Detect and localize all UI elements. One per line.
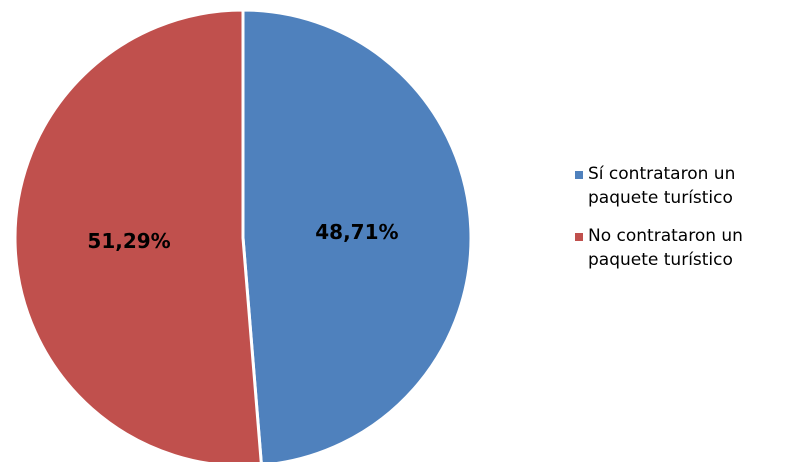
legend-item-no: No contrataron un paquete turístico [575,224,809,272]
legend-label-no: No contrataron un paquete turístico [588,226,743,270]
legend-label-si: Sí contrataron un paquete turístico [588,164,736,208]
pie-slice-si [241,8,473,462]
legend: Sí contrataron un paquete turístico No c… [575,162,809,286]
data-label-si: 48,71% [315,220,398,244]
data-label-no: 51,29% [87,229,170,253]
pie-slices [13,8,473,462]
legend-swatch-no [575,233,583,241]
legend-item-si: Sí contrataron un paquete turístico [575,162,809,210]
pie-slice-no [13,8,263,462]
legend-swatch-si [575,171,583,179]
pie-labels: 48,71% 51,29% [87,220,398,253]
